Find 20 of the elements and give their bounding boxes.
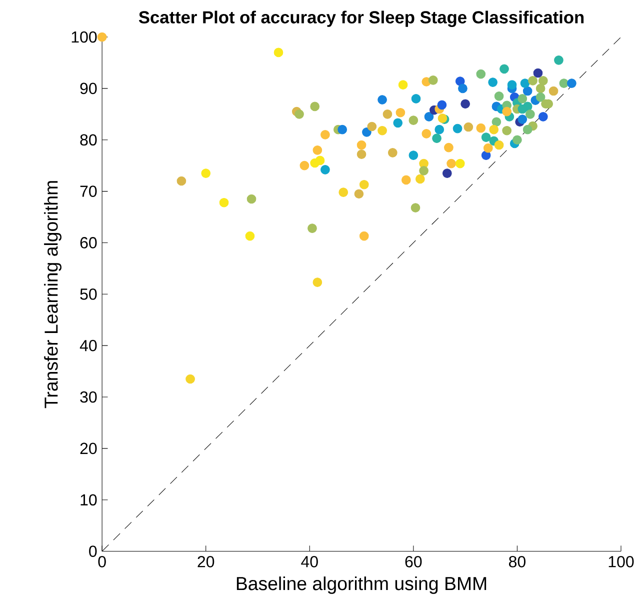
y-tick-label: 50 (80, 288, 97, 300)
x-tick-label: 40 (301, 556, 318, 568)
y-tick-label: 80 (80, 134, 97, 146)
y-tick-label: 60 (80, 237, 97, 248)
x-tick-label: 100 (608, 556, 634, 568)
y-tick-label: 30 (80, 391, 97, 403)
y-tick-label: 20 (80, 442, 97, 454)
x-tick-label: 60 (405, 556, 422, 568)
y-tick-label: 10 (80, 494, 97, 506)
x-axis-title: Baseline algorithm using BMM (236, 576, 486, 594)
y-tick-label: 70 (80, 186, 97, 197)
y-tick-label: 40 (80, 340, 97, 352)
y-tick-label: 90 (80, 82, 97, 94)
x-tick-label: 80 (508, 556, 526, 568)
x-tick-label: 20 (198, 556, 214, 568)
y-tick-label: 100 (72, 31, 97, 43)
y-tick-label: 0 (89, 546, 97, 557)
x-tick-label: 0 (98, 556, 106, 568)
chart-title: Scatter Plot of accuracy for Sleep Stage Classification (138, 10, 584, 27)
y-axis-title: Transfer Learning algorithm (44, 181, 62, 408)
